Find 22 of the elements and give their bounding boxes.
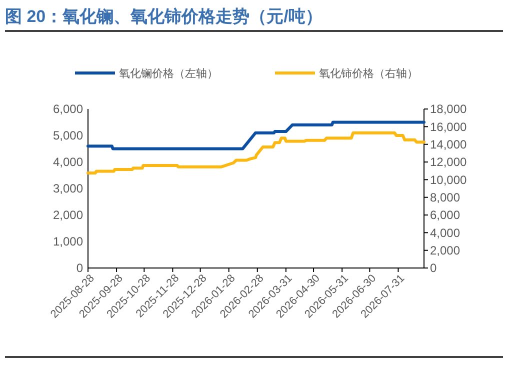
line-series (86, 120, 426, 150)
y2-tick-label: 18,000 (430, 102, 468, 116)
y2-tick-label: 10,000 (430, 172, 468, 187)
y2-tick-label: 0 (430, 261, 437, 276)
y-tick-label: 0 (76, 261, 84, 276)
y-tick-label: 3,000 (52, 182, 84, 196)
y2-tick-label: 8,000 (430, 190, 460, 205)
y-tick-label: 4,000 (52, 155, 84, 170)
y-tick-label: 1,000 (52, 234, 84, 249)
y-tick-label: 6,000 (52, 102, 84, 116)
y2-tick-label: 6,000 (430, 208, 460, 222)
legend-label: 氧化镧价格（左轴） (119, 66, 218, 80)
y2-tick-label: 12,000 (430, 155, 468, 170)
y-tick-label: 5,000 (52, 128, 84, 143)
y2-tick-label: 16,000 (430, 120, 468, 134)
y2-tick-label: 14,000 (430, 138, 468, 152)
y2-tick-label: 4,000 (430, 226, 460, 240)
y-tick-label: 2,000 (52, 208, 84, 222)
legend-label: 氧化铈价格（右轴） (319, 66, 418, 80)
line-series (86, 131, 426, 175)
chart-title: 图 20：氧化镧、氧化铈价格走势（元/吨） (5, 7, 322, 26)
y2-tick-label: 2,000 (430, 244, 460, 258)
